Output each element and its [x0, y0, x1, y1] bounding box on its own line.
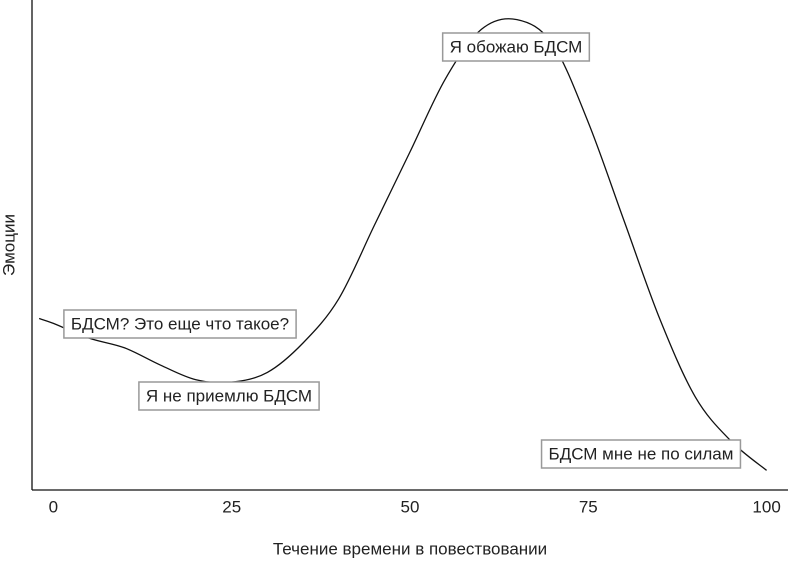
annotation: БДСМ? Это еще что такое? [63, 309, 297, 339]
x-axis-label: Течение времени в повествовании [273, 539, 547, 558]
annotation-text: Я не приемлю БДСМ [146, 386, 312, 405]
x-tick-label: 100 [752, 497, 780, 516]
annotation-box [540, 439, 742, 469]
annotation-text: Я обожаю БДСМ [450, 37, 583, 56]
x-tick-label: 50 [401, 497, 420, 516]
x-tick-label: 75 [579, 497, 598, 516]
annotation: Я обожаю БДСМ [441, 32, 591, 62]
annotation: БДСМ мне не по силам [540, 439, 742, 469]
annotation-box [63, 309, 297, 339]
line [38, 18, 768, 471]
annotation-box [441, 32, 591, 62]
annotation: Я не приемлю БДСМ [138, 381, 320, 411]
annotation-box [138, 381, 320, 411]
annotation-text: БДСМ мне не по силам [549, 444, 734, 463]
y-axis-label: Эмоции [0, 214, 18, 276]
x-tick-label: 25 [222, 497, 241, 516]
annotation-text: БДСМ? Это еще что такое? [71, 314, 289, 333]
x-tick-label: 0 [49, 497, 58, 516]
